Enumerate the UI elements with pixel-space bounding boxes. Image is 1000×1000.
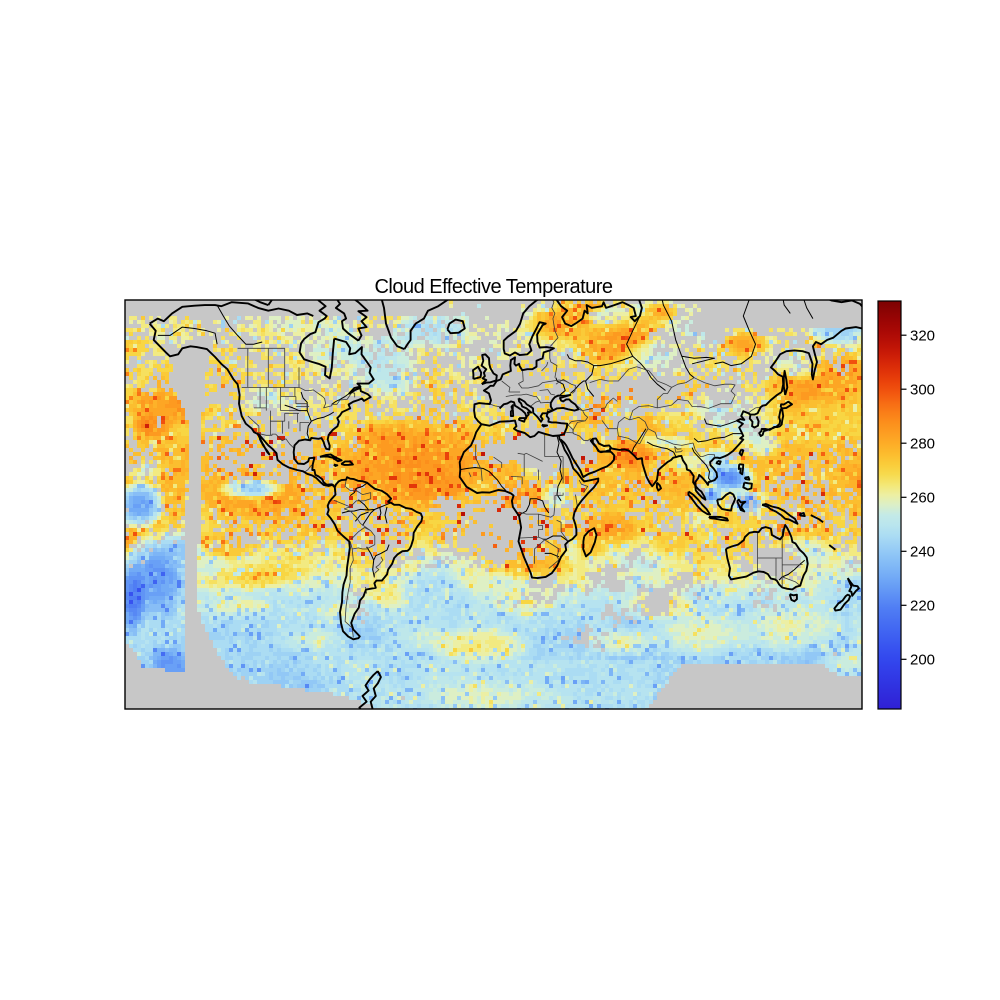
svg-text:280: 280	[910, 435, 935, 452]
svg-text:260: 260	[910, 490, 935, 507]
svg-text:Cloud Effective Temperature: Cloud Effective Temperature	[374, 276, 612, 298]
svg-text:220: 220	[910, 598, 935, 615]
svg-text:320: 320	[910, 327, 935, 344]
svg-text:200: 200	[910, 652, 935, 669]
svg-text:240: 240	[910, 544, 935, 561]
svg-text:300: 300	[910, 381, 935, 398]
